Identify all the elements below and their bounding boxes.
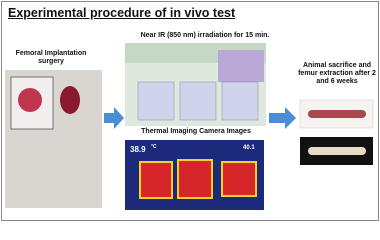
step-label: Thermal Imaging Camera Images [141, 128, 251, 135]
arrow [269, 107, 296, 129]
title: Experimental procedure of in vivo test [8, 6, 236, 20]
cage-light [218, 50, 264, 82]
cage [221, 81, 259, 121]
implant [18, 88, 42, 112]
temperature-unit: °C [151, 144, 157, 150]
temperature-reading: 38.9 [130, 145, 146, 154]
figure-graphics [1, 1, 379, 221]
hot-spot [177, 159, 213, 199]
temperature-reading: 40.1 [243, 145, 255, 151]
cage [179, 81, 217, 121]
cage [137, 81, 175, 121]
figure: Experimental procedure of in vivo test F… [1, 1, 379, 221]
inset-photo [10, 76, 54, 130]
femur [308, 147, 366, 155]
hot-spot [139, 161, 173, 199]
femur [308, 110, 366, 118]
step-label: Near IR (850 nm) irradiation for 15 min. [140, 32, 270, 39]
wound [60, 86, 80, 114]
step-label: Femoral Implantation surgery [15, 50, 87, 66]
step-label: Animal sacrifice and femur extraction af… [298, 62, 376, 86]
arrow [104, 107, 124, 129]
hot-spot [221, 161, 257, 197]
